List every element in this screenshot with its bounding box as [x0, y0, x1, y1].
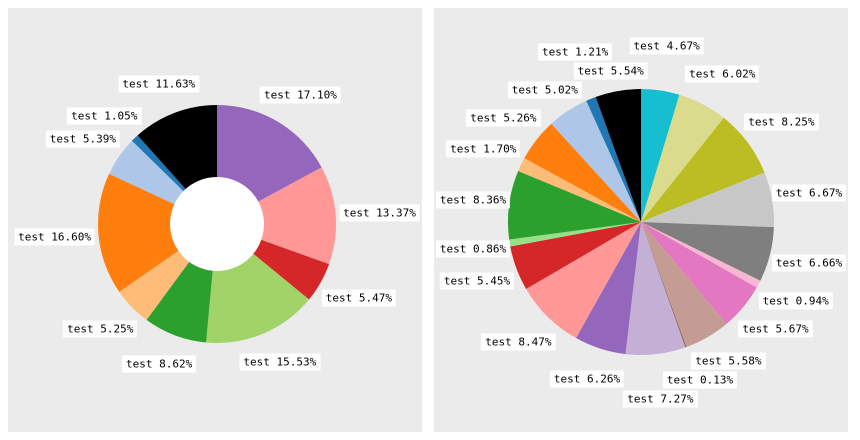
pie-slice — [509, 222, 641, 247]
right-pie-chart — [508, 89, 774, 356]
pie-slice — [641, 222, 727, 348]
pie-slice — [641, 89, 680, 222]
pie-slice — [625, 222, 686, 356]
pie-slice — [641, 94, 724, 222]
pie-slice — [217, 167, 336, 265]
left-donut-chart — [97, 105, 336, 344]
left-chart-panel: test 17.10% test 13.37% test 5.47% test 15.… — [8, 8, 422, 432]
pie-slice — [641, 172, 774, 228]
pie-slice — [526, 222, 641, 339]
pie-slice — [595, 89, 641, 222]
right-chart-panel: test 4.67% test 6.02% test 8.25% test 6.67%… — [434, 8, 848, 432]
pie-slice — [641, 222, 774, 281]
pie-slice — [641, 222, 687, 348]
pie-slice — [510, 222, 641, 290]
pie-slice — [508, 170, 641, 240]
pie-slice — [641, 222, 761, 288]
pie-slice — [586, 96, 641, 222]
pie-slice — [641, 117, 765, 222]
pie-slice — [518, 158, 641, 222]
pie-slice — [524, 123, 641, 222]
pie-slice — [551, 100, 641, 222]
pie-slice — [576, 222, 641, 355]
pie-slice — [641, 222, 757, 324]
pie-slice — [97, 173, 217, 292]
donut-hole — [170, 177, 264, 271]
